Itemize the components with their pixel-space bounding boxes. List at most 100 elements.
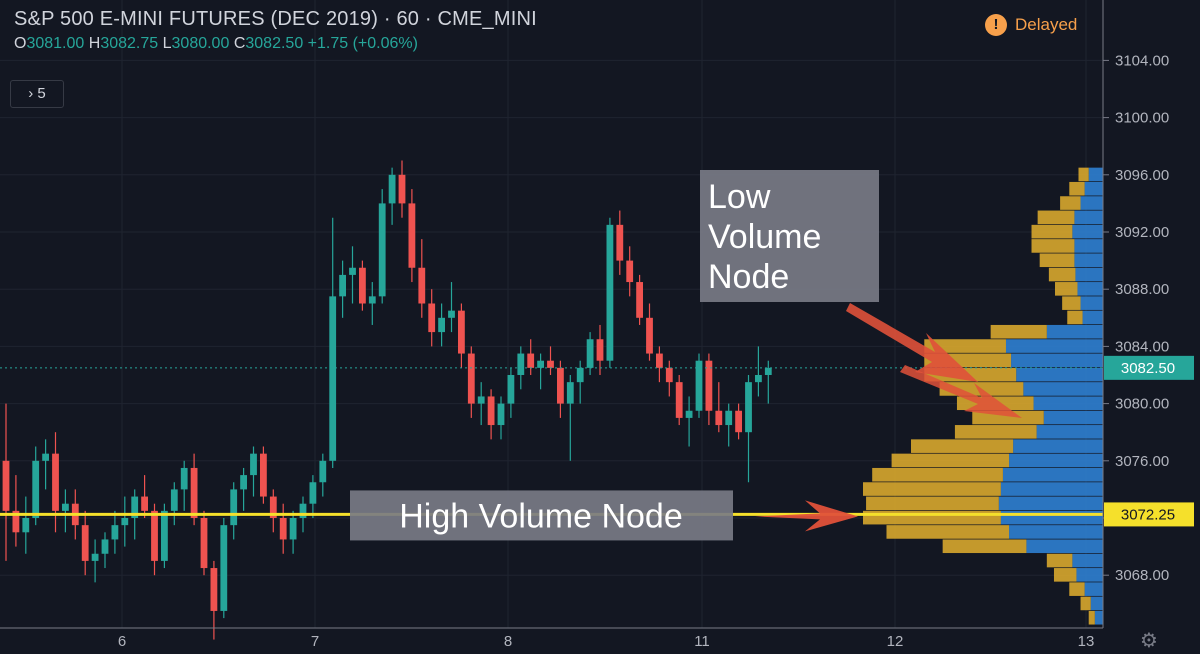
- high-label: H: [88, 35, 101, 52]
- candle-body: [269, 496, 277, 518]
- candle-body: [289, 518, 297, 540]
- profile-bar-down: [872, 467, 1003, 482]
- candle-body: [467, 353, 475, 404]
- low-value: 3080.00: [171, 35, 230, 52]
- info-icon: !: [985, 14, 1007, 36]
- profile-bar-down: [1080, 596, 1091, 611]
- low-volume-node-label: Volume: [708, 218, 821, 256]
- candle-body: [517, 353, 525, 375]
- profile-bar-up: [1009, 453, 1103, 468]
- candle-body: [715, 410, 723, 426]
- profile-bar-up: [1013, 439, 1103, 453]
- candle-body: [131, 496, 139, 518]
- y-tick-label: 3088.00: [1115, 281, 1169, 298]
- candle-body: [81, 525, 89, 561]
- profile-bar-up: [1002, 467, 1103, 482]
- profile-bar-up: [1026, 539, 1103, 554]
- profile-bar-down: [990, 324, 1047, 339]
- profile-bar-down: [863, 510, 1001, 525]
- candle-body: [299, 503, 307, 518]
- y-tick-label: 3096.00: [1115, 167, 1169, 184]
- candle-body: [705, 360, 713, 411]
- candle-body: [586, 339, 594, 368]
- profile-bar-up: [1080, 196, 1103, 210]
- profile-bar-up: [1090, 596, 1103, 611]
- candle-body: [388, 174, 396, 204]
- candle-body: [121, 518, 129, 526]
- lvn-arrow: [846, 303, 978, 382]
- x-tick-label: 13: [1078, 633, 1095, 650]
- delayed-badge[interactable]: ! Delayed: [985, 14, 1077, 36]
- candle-body: [596, 339, 604, 361]
- candle-body: [398, 174, 406, 204]
- chart-header: S&P 500 E-MINI FUTURES (DEC 2019) · 60 ·…: [14, 8, 537, 53]
- candle-body: [101, 539, 109, 554]
- close-value: 3082.50: [245, 35, 304, 52]
- candle-body: [557, 367, 564, 404]
- profile-bar-up: [1084, 582, 1103, 596]
- candle-body: [349, 267, 356, 275]
- candle-body: [230, 489, 238, 526]
- profile-bar-up: [1000, 510, 1103, 525]
- x-tick-label: 6: [118, 633, 126, 650]
- high-volume-node-label: High Volume Node: [399, 497, 683, 535]
- profile-bar-up: [1074, 253, 1103, 268]
- candle-body: [378, 203, 386, 297]
- high-value: 3082.75: [100, 35, 159, 52]
- candlestick-series: [2, 160, 772, 640]
- profile-bar-up: [998, 496, 1103, 511]
- profile-bar-down: [1048, 267, 1076, 282]
- y-tick-label: 3104.00: [1115, 52, 1169, 69]
- candle-body: [329, 296, 337, 461]
- candle-body: [339, 274, 346, 297]
- low-label: L: [162, 35, 172, 52]
- candle-body: [260, 453, 267, 497]
- profile-bar-up: [1023, 382, 1103, 396]
- candle-body: [477, 396, 485, 404]
- candle-body: [626, 260, 634, 283]
- candle-body: [646, 317, 653, 354]
- symbol-title: S&P 500 E-MINI FUTURES (DEC 2019) · 60 ·…: [14, 8, 537, 30]
- profile-bar-up: [1043, 410, 1103, 425]
- profile-bar-down: [866, 496, 999, 511]
- profile-bar-up: [1000, 482, 1103, 496]
- candle-body: [487, 396, 495, 426]
- profile-bar-up: [1009, 525, 1103, 539]
- candle-body: [725, 410, 733, 426]
- candle-body: [52, 453, 59, 511]
- close-label: C: [233, 35, 246, 52]
- price-tag: [1104, 355, 1194, 380]
- settings-gear-icon[interactable]: ⚙: [1140, 630, 1158, 652]
- candle-body: [141, 496, 148, 511]
- candle-body: [527, 353, 535, 368]
- change-value: +1.75 (+0.06%): [307, 35, 418, 52]
- candle-body: [685, 410, 693, 418]
- candle-body: [190, 467, 198, 518]
- candle-body: [220, 525, 228, 611]
- candle-body: [616, 224, 624, 261]
- candle-body: [656, 353, 663, 368]
- candle-body: [62, 503, 69, 511]
- candle-body: [359, 267, 366, 304]
- x-tick-label: 7: [311, 633, 319, 650]
- profile-bar-up: [1005, 339, 1103, 353]
- profile-bar-down: [911, 439, 1014, 453]
- candle-body: [180, 467, 188, 490]
- candle-body: [537, 360, 544, 368]
- profile-bar-down: [942, 539, 1027, 554]
- profile-bar-up: [1072, 553, 1103, 568]
- high-volume-node-box: [350, 490, 733, 541]
- candle-body: [151, 510, 158, 561]
- candle-body: [497, 403, 505, 426]
- profile-bar-down: [891, 453, 1010, 468]
- profile-bar-down: [863, 482, 1001, 496]
- indicators-toggle-button[interactable]: › 5: [10, 80, 64, 108]
- profile-bar-down: [1046, 553, 1073, 568]
- hvn-arrow: [755, 500, 858, 532]
- candle-body: [309, 482, 317, 504]
- candle-body: [735, 410, 742, 433]
- profile-bar-up: [1084, 181, 1103, 196]
- candle-body: [368, 296, 376, 304]
- x-tick-label: 8: [504, 633, 512, 650]
